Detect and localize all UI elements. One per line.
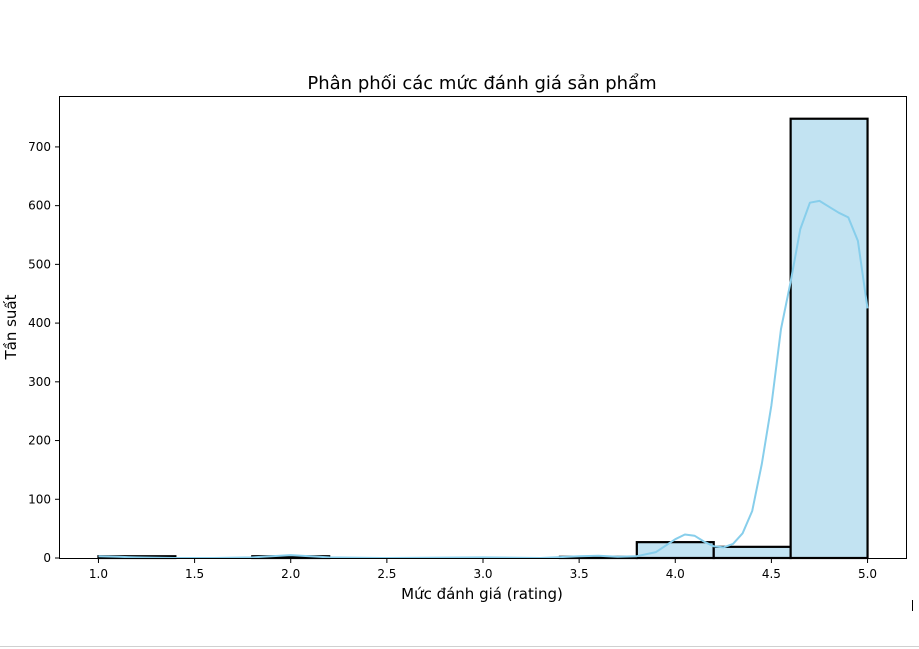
x-tick-label: 1.5 [185, 567, 204, 581]
y-tick-label: 500 [28, 257, 51, 271]
x-tick-label: 5.0 [858, 567, 877, 581]
y-tick-label: 700 [28, 140, 51, 154]
chart-title: Phân phối các mức đánh giá sản phẩm [307, 73, 656, 94]
y-tick-label: 400 [28, 316, 51, 330]
x-tick-label: 4.0 [666, 567, 685, 581]
x-axis-label: Mức đánh giá (rating) [401, 585, 563, 603]
y-tick-label: 600 [28, 199, 51, 213]
text-cursor [912, 600, 913, 611]
histogram-bar-8 [712, 545, 792, 560]
x-tick-label: 2.5 [377, 567, 396, 581]
x-tick-label: 3.5 [570, 567, 589, 581]
y-axis-label: Tần suất [2, 294, 20, 360]
y-tick-label: 200 [28, 434, 51, 448]
x-tick-label: 1.0 [89, 567, 108, 581]
y-tick-label: 100 [28, 492, 51, 506]
x-tick-label: 4.5 [762, 567, 781, 581]
bottom-divider [0, 646, 919, 647]
plot-area [97, 117, 869, 560]
y-tick-label: 300 [28, 375, 51, 389]
histogram-bar-7 [635, 541, 715, 560]
kde-curve [98, 199, 869, 559]
y-tick-label: 0 [43, 551, 51, 565]
x-axis: 1.0 1.5 2.0 2.5 3.0 3.5 4.0 4.5 5.0 [89, 558, 877, 581]
x-tick-label: 3.0 [473, 567, 492, 581]
histogram-bar-9 [789, 117, 869, 560]
y-axis: 0 100 200 300 400 500 600 700 [28, 140, 60, 565]
plot-frame [59, 96, 907, 559]
x-tick-label: 2.0 [281, 567, 300, 581]
